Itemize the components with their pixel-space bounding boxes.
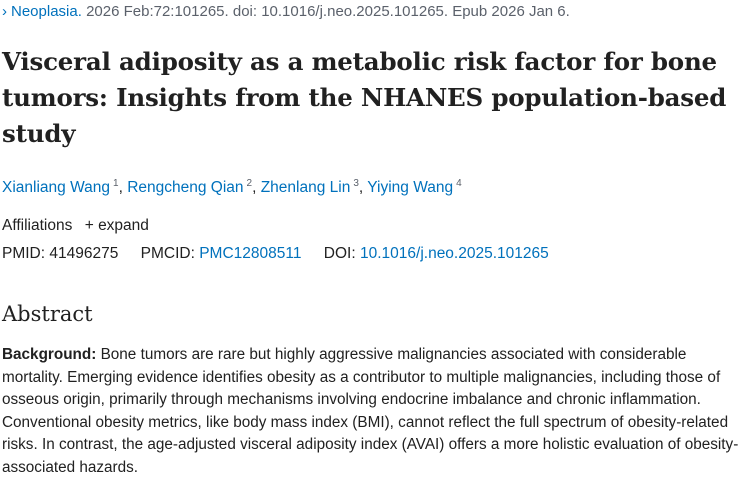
citation-details: 2026 Feb:72:101265. doi: 10.1016/j.neo.2… (86, 3, 570, 20)
pmid-value: 41496275 (49, 245, 119, 262)
author-affiliation-number[interactable]: 1 (113, 178, 119, 189)
doi-link[interactable]: 10.1016/j.neo.2025.101265 (359, 245, 549, 262)
author-list: Xianliang Wang 1, Rengcheng Qian 2, Zhenla… (2, 178, 462, 197)
abstract-background: Background: Bone tumors are rare but hig… (2, 344, 748, 479)
citation-line: › Neoplasia. 2026 Feb:72:101265. doi: 10.… (2, 3, 570, 20)
plus-icon: + (84, 217, 94, 234)
author-affiliation-number[interactable]: 2 (246, 178, 253, 189)
pmcid-label: PMCID: (140, 245, 195, 262)
doi-label: DOI: (323, 245, 356, 262)
chevron-right-icon[interactable]: › (2, 3, 7, 20)
author-link[interactable]: Xianliang Wang (2, 179, 110, 197)
affiliations-row: Affiliations + expand (2, 217, 149, 235)
abstract-heading: Abstract (2, 302, 93, 326)
journal-link[interactable]: Neoplasia. (11, 3, 82, 20)
author-affiliation-number[interactable]: 4 (456, 178, 462, 189)
affiliations-label: Affiliations (2, 217, 73, 234)
author-link[interactable]: Zhenlang Lin (260, 179, 351, 197)
author-link[interactable]: Yiying Wang (367, 179, 454, 197)
article-title: Visceral adiposity as a metabolic risk f… (2, 47, 727, 148)
pmcid-link[interactable]: PMC12808511 (199, 245, 302, 262)
background-label: Background: (2, 346, 97, 363)
identifiers-row: PMID: 41496275 PMCID: PMC12808511 DOI: 1… (2, 245, 549, 263)
expand-affiliations-button[interactable]: + expand (85, 217, 149, 234)
background-text: Bone tumors are rare but highly aggressi… (2, 346, 739, 476)
author-link[interactable]: Rengcheng Qian (127, 179, 244, 197)
author-affiliation-number[interactable]: 3 (353, 178, 359, 189)
pmid-label: PMID: (2, 245, 46, 262)
expand-label: expand (98, 217, 149, 234)
